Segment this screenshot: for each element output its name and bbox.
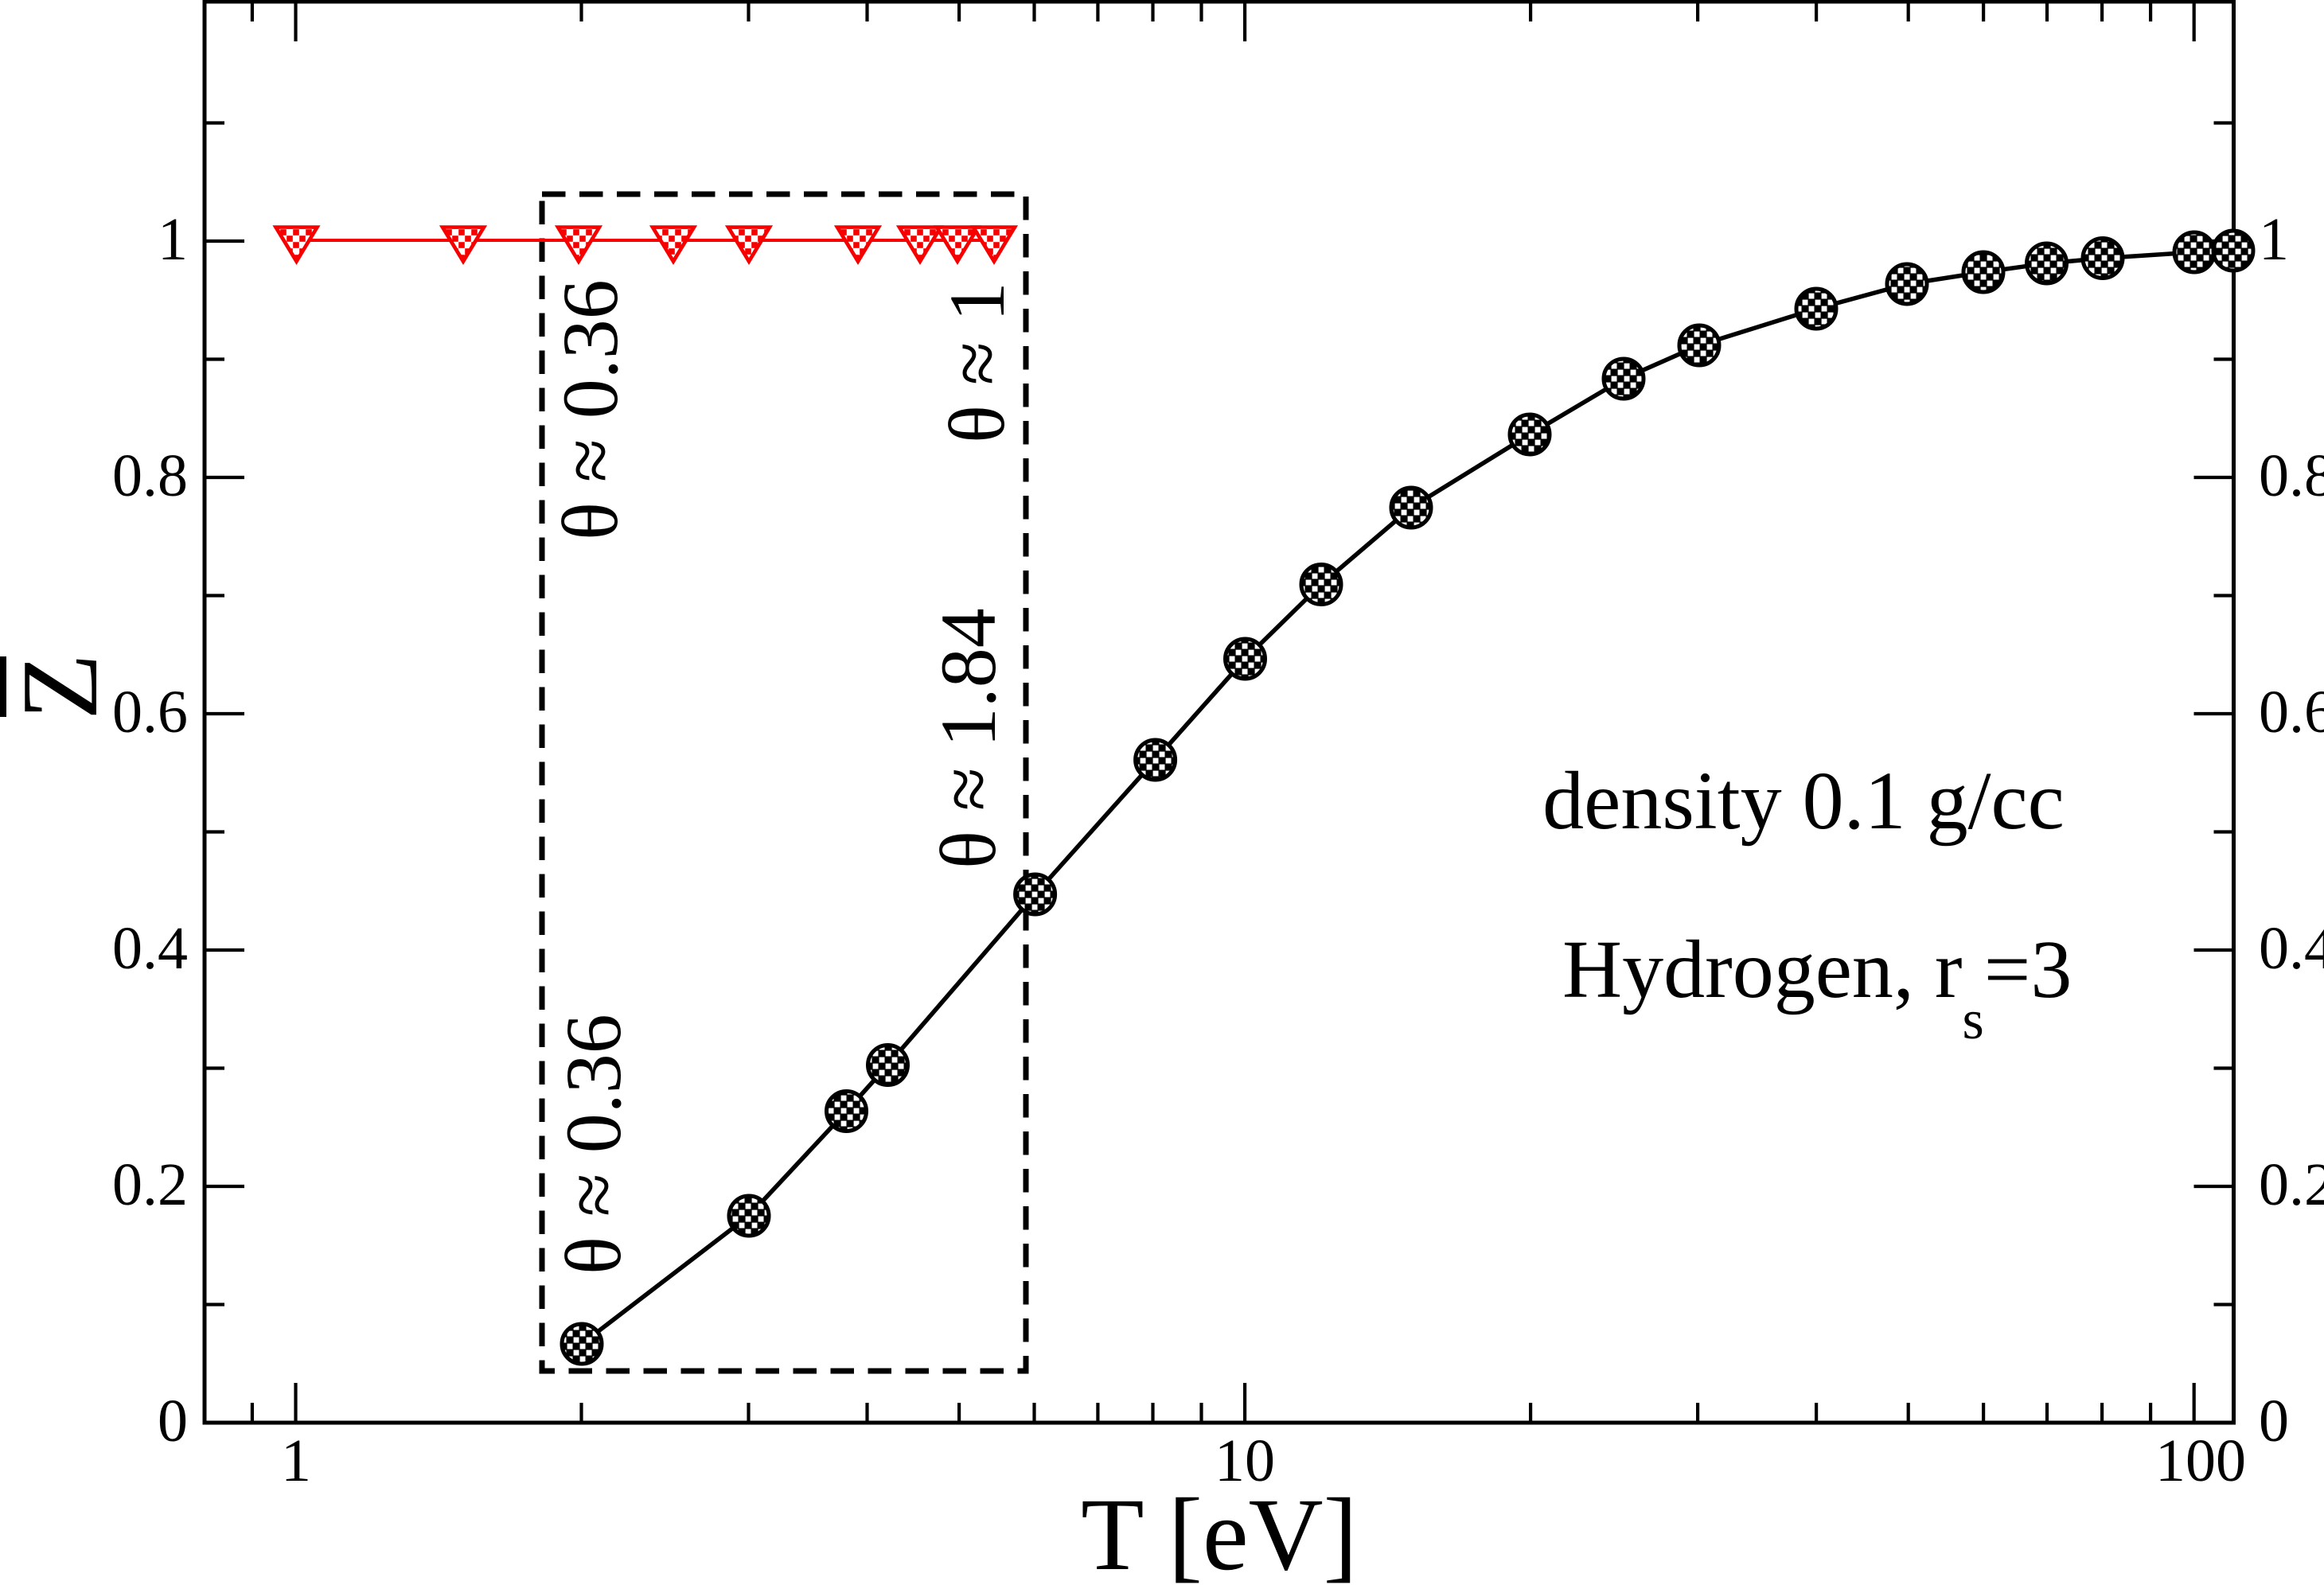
svg-text:T [eV]: T [eV]: [1081, 1478, 1358, 1585]
svg-text:0.4: 0.4: [112, 915, 188, 982]
svg-text:Z: Z: [0, 653, 120, 720]
svg-text:θ ≈ 1.84: θ ≈ 1.84: [924, 608, 1012, 869]
svg-text:0.4: 0.4: [2259, 915, 2324, 982]
svg-text:0.2: 0.2: [112, 1151, 188, 1218]
svg-text:θ ≈ 0.36: θ ≈ 0.36: [549, 1014, 638, 1275]
svg-text:1: 1: [158, 206, 188, 273]
svg-text:0: 0: [2259, 1388, 2289, 1455]
svg-text:100: 100: [2155, 1427, 2246, 1494]
svg-text:0.8: 0.8: [2259, 442, 2324, 509]
svg-text:1: 1: [281, 1427, 311, 1494]
svg-text:0.6: 0.6: [112, 679, 188, 746]
svg-text:0.6: 0.6: [2259, 679, 2324, 746]
svg-text:0.2: 0.2: [2259, 1151, 2324, 1218]
svg-text:1: 1: [2259, 206, 2289, 273]
svg-text:θ ≈ 1: θ ≈ 1: [933, 282, 1021, 443]
svg-text:θ ≈ 0.36: θ ≈ 0.36: [546, 279, 634, 540]
svg-text:0.8: 0.8: [112, 442, 188, 509]
svg-text:0: 0: [158, 1388, 188, 1455]
svg-text:10: 10: [1215, 1427, 1275, 1494]
svg-text:density 0.1 g/cc: density 0.1 g/cc: [1542, 755, 2065, 847]
